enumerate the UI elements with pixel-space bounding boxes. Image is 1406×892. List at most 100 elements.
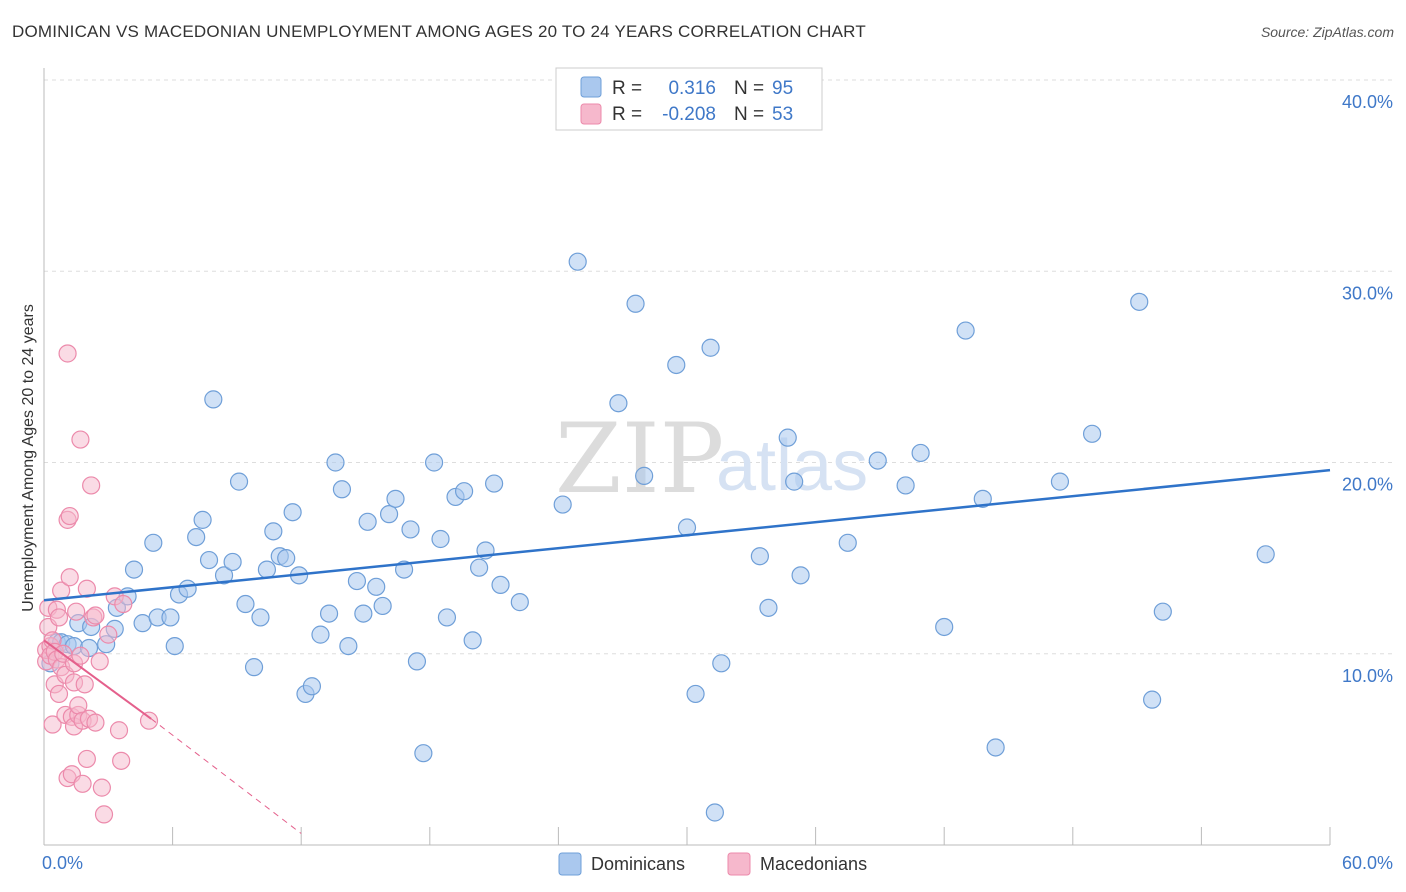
bottom-legend-swatch-dominicans xyxy=(558,852,582,876)
legend-n-value-dominicans: 95 xyxy=(772,78,793,99)
dominican-point xyxy=(896,476,915,495)
y-tick-label: 10.0% xyxy=(1342,666,1393,686)
macedonian-point xyxy=(67,602,86,621)
dominican-point xyxy=(124,560,144,579)
x-tick-label-min: 0.0% xyxy=(42,853,83,873)
dominican-point xyxy=(407,652,427,671)
dominican-point xyxy=(1082,424,1102,443)
dominican-point xyxy=(785,472,804,491)
dominican-point xyxy=(386,489,405,508)
dominican-point xyxy=(568,252,587,271)
y-tick-label: 20.0% xyxy=(1342,475,1393,495)
dominican-point xyxy=(485,474,504,493)
y-tick-label: 30.0% xyxy=(1342,283,1393,303)
series-legend: Dominicans Macedonians xyxy=(558,852,867,876)
macedonian-point xyxy=(112,751,131,770)
dominican-point xyxy=(161,608,180,627)
macedonian-point xyxy=(92,778,111,797)
legend-r-label-dominicans: R = xyxy=(612,78,642,99)
dominican-point xyxy=(1143,690,1162,709)
dominican-point xyxy=(251,608,270,627)
dominican-point xyxy=(454,482,474,501)
macedonian-point xyxy=(90,652,109,671)
macedonian-point xyxy=(71,646,90,665)
macedonian-point xyxy=(86,606,105,625)
bottom-legend-label-dominicans: Dominicans xyxy=(591,854,685,874)
dominican-point xyxy=(935,617,954,637)
macedonian-point xyxy=(60,568,79,587)
legend-r-value-macedonians: -0.208 xyxy=(662,104,716,125)
dominican-point xyxy=(491,575,510,595)
dominican-point xyxy=(701,338,720,357)
trend-lines xyxy=(43,468,1331,834)
dominican-point xyxy=(165,636,184,656)
dominican-point xyxy=(437,608,457,627)
dominican-point xyxy=(1153,602,1172,621)
y-axis-label: Unemployment Among Ages 20 to 24 years xyxy=(20,304,37,612)
dominican-point xyxy=(973,489,992,508)
dominican-point xyxy=(223,552,242,572)
dominican-point xyxy=(358,512,377,531)
dominican-point xyxy=(283,503,302,522)
dominican-point xyxy=(705,803,724,822)
dominican-point xyxy=(712,654,731,673)
dominican-point xyxy=(193,510,212,529)
macedonian-point xyxy=(86,713,105,732)
dominican-point xyxy=(302,677,322,696)
y-tick-labels: 10.0% 20.0% 30.0% 40.0% xyxy=(1342,92,1393,686)
macedonian-point xyxy=(49,684,69,704)
macedonian-point xyxy=(114,594,133,614)
dominican-point xyxy=(379,505,399,524)
dominican-point xyxy=(367,577,386,596)
dominican-point xyxy=(759,598,778,617)
macedonian-point xyxy=(43,715,62,734)
dominican-point xyxy=(686,684,705,704)
legend-n-label-macedonians: N = xyxy=(734,104,764,125)
dominican-point xyxy=(319,604,339,623)
dominican-point xyxy=(956,321,975,340)
macedonian-point xyxy=(71,430,90,449)
dominican-point xyxy=(354,604,373,623)
dominican-point xyxy=(431,529,450,549)
macedonian-point xyxy=(60,506,79,526)
dominican-point xyxy=(463,631,482,650)
x-tick-label-max: 60.0% xyxy=(1342,853,1393,873)
dominican-point xyxy=(791,566,810,585)
axes-layer xyxy=(43,68,1331,846)
legend-swatch-dominicans xyxy=(580,76,602,98)
dominican-point xyxy=(1256,545,1275,564)
dominican-point xyxy=(868,451,887,470)
dominican-point xyxy=(667,355,686,375)
watermark-zip: ZIP xyxy=(555,403,724,515)
dominican-point xyxy=(264,522,283,541)
legend-n-label-dominicans: N = xyxy=(734,78,764,99)
bottom-legend-label-macedonians: Macedonians xyxy=(760,854,867,874)
dominican-point xyxy=(424,453,444,472)
macedonian-point xyxy=(75,675,94,694)
dominican-point xyxy=(469,558,489,577)
dominican-point xyxy=(178,579,197,598)
dominican-point xyxy=(326,453,345,472)
y-tick-label: 40.0% xyxy=(1342,92,1393,112)
dominican-trend-line xyxy=(43,468,1331,602)
dominican-point xyxy=(187,527,206,547)
chart-title: DOMINICAN VS MACEDONIAN UNEMPLOYMENT AMO… xyxy=(12,22,866,41)
macedonian-point xyxy=(82,476,101,495)
legend-swatch-macedonians xyxy=(580,103,602,125)
dominican-point xyxy=(911,443,930,463)
dominican-point xyxy=(414,744,433,763)
bottom-legend-swatch-macedonians xyxy=(727,852,751,876)
dominican-point xyxy=(204,390,223,409)
macedonian-point xyxy=(99,625,118,644)
dominican-point xyxy=(986,738,1005,757)
dominican-point xyxy=(553,495,572,514)
legend-r-value-dominicans: 0.316 xyxy=(668,78,716,99)
legend-n-value-macedonians: 53 xyxy=(772,104,793,125)
macedonian-point xyxy=(77,749,96,769)
macedonian-point xyxy=(58,344,77,363)
dominican-point xyxy=(257,560,277,579)
macedonian-trend-line xyxy=(43,639,152,720)
dominican-point xyxy=(339,636,358,656)
source-label: Source: ZipAtlas.com xyxy=(1260,24,1394,40)
